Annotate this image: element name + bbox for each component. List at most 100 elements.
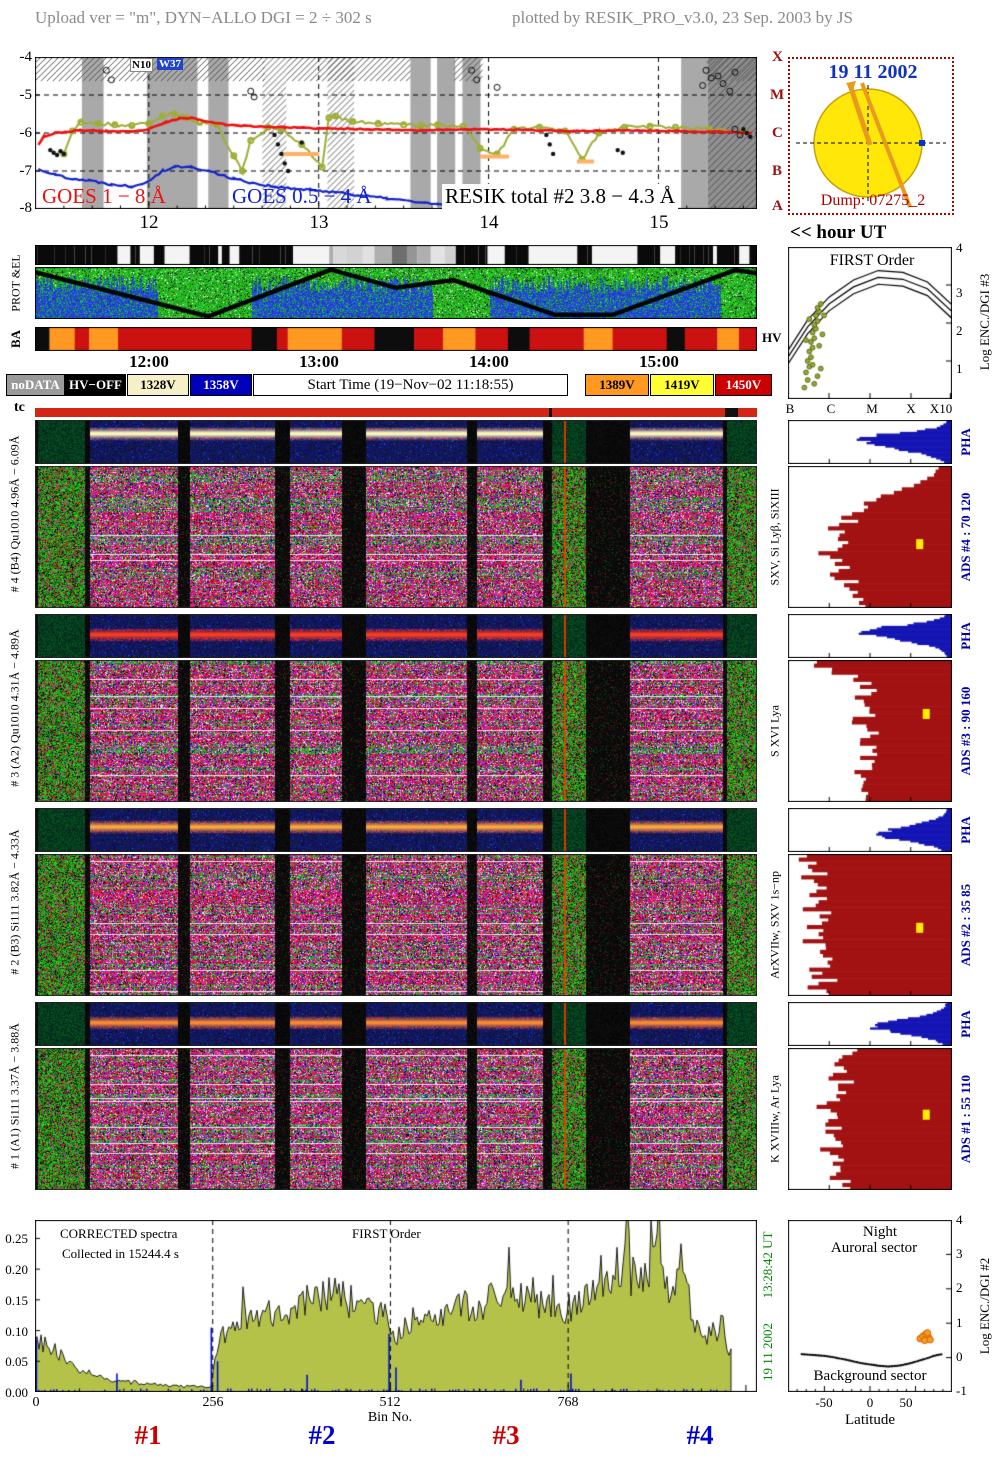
particle-bw-strip: [35, 245, 757, 265]
lat-xtick: 50: [899, 1395, 913, 1410]
pha-right-label-ch2: PHA: [958, 816, 973, 844]
flare-location-tag-w: W37: [157, 58, 183, 70]
legend-1419v: 1419V: [650, 374, 714, 396]
pha-histogram-ch3: [788, 614, 952, 658]
lat-xtick: -50: [815, 1395, 833, 1410]
channel1-label: # 1 (A1) Si111 3.37Å − 3.88Å: [7, 1023, 22, 1169]
lat-xtick: 0: [866, 1395, 874, 1410]
lat-ytick: 0: [956, 1349, 963, 1364]
sun-date: 19 11 2002: [828, 61, 918, 83]
flare-location-tag: N10: [130, 58, 153, 72]
night-label: Night: [862, 1224, 898, 1240]
fo-ytick: 2: [956, 323, 963, 338]
spectrogram-ch3-main: [35, 660, 757, 802]
legend-1389v: 1389V: [585, 374, 649, 396]
corr-ytick: 0.05: [5, 1354, 28, 1369]
corr-xtick: 512: [379, 1395, 401, 1410]
pha-right-label-ch3: PHA: [958, 622, 973, 650]
spectrogram-ch2-main: [35, 854, 757, 996]
fo-ytick: 1: [956, 361, 963, 376]
first-order-title: FIRST Order: [829, 252, 915, 269]
goes-xtick: 14: [479, 212, 499, 233]
channel3-label: # 3 (A2) Qu1010 4.31Å − 4.89Å: [7, 629, 22, 787]
background-label: Background sector: [813, 1368, 927, 1384]
spectrogram-ch1-main: [35, 1048, 757, 1190]
sun-disk-graphic: [796, 81, 946, 208]
hour-ut-label: << hour UT: [790, 222, 887, 243]
pha-right-label-ch1: PHA: [958, 1010, 973, 1038]
resik-total-label: RESIK total #2 3.8 − 4.3 Å: [442, 184, 679, 209]
goes-ytick: -6: [19, 125, 33, 141]
side-time-label: 13:28:42 UT: [760, 1231, 775, 1299]
corr-ytick: 0.25: [5, 1231, 28, 1246]
corr-ytick: 0.15: [5, 1293, 28, 1308]
time-tick: 13:00: [299, 352, 339, 371]
first-order-plot: [788, 247, 952, 399]
segment-tag-4: #4: [686, 1420, 714, 1450]
start-time-box: Start Time (19−Nov−02 11:18:55): [253, 374, 568, 396]
ion-label-ch4: SXV, Si Lyβ, SiXIII: [767, 488, 782, 586]
channel2-label: # 2 (B3) Si111 3.82Å − 4.33Å: [7, 829, 22, 975]
goes-xtick: 12: [139, 212, 159, 233]
spectrogram-ch2-strip: [35, 808, 757, 852]
spectrogram-ch3-strip: [35, 614, 757, 658]
ion-label-ch3: S XVI Lya: [767, 705, 782, 757]
goes-short-label: GOES 0.5 − 4 Å: [232, 184, 372, 208]
channel4-label: # 4 (B4) Qu1010 4.96Å − 6.09Å: [7, 435, 22, 593]
pha-histogram-ch1: [788, 1002, 952, 1046]
hv-axis-label: HV: [762, 330, 782, 345]
time-tick: 15:00: [639, 352, 679, 371]
corr-xtick: 768: [557, 1395, 579, 1410]
pha-histogram-ch4: [788, 420, 952, 464]
segment-tag-3: #3: [492, 1420, 520, 1450]
fo-ytick: 4: [956, 240, 963, 255]
prot-el-panel: [35, 267, 757, 319]
tc-strip: [35, 408, 757, 417]
fo-xlabel-x10: X10: [929, 401, 953, 416]
goes-ytick: -4: [19, 49, 33, 65]
spectrogram-ch1-strip: [35, 1002, 757, 1046]
ads-right-label-ch1: ADS #1 : 55 110: [958, 1074, 973, 1164]
ion-label-ch2: ArXVIIw, SXV 1s−np: [767, 870, 782, 980]
tc-tick: [549, 408, 552, 417]
ba-state-strip: [35, 327, 757, 351]
flux-class-b: B: [772, 163, 783, 179]
flux-class-m: M: [770, 87, 785, 103]
bin-no-label: Bin No.: [367, 1410, 413, 1425]
legend-1450v: 1450V: [715, 374, 772, 396]
goes-long-label: GOES 1 − 8 Å: [42, 184, 166, 208]
lat-ytick: 4: [956, 1212, 963, 1227]
legend-1358v: 1358V: [190, 374, 252, 396]
header-upload-info: Upload ver = "m", DYN−ALLO DGI = 2 ÷ 302…: [35, 8, 372, 27]
goes-ytick: -7: [19, 163, 33, 179]
dump-label: Dump: 07275_2: [820, 192, 926, 209]
latitude-label: Latitude: [845, 1412, 895, 1428]
ba-axis-label: BA: [8, 329, 23, 349]
fo-ytick: 3: [956, 285, 963, 300]
fo-xlabel-c: C: [826, 401, 836, 416]
corr-ytick: 0.00: [5, 1385, 28, 1400]
ads-histogram-ch1: [788, 1048, 952, 1190]
flux-class-c: C: [772, 125, 783, 141]
segment-tag-2: #2: [308, 1420, 336, 1450]
pha-right-label-ch4: PHA: [958, 428, 973, 456]
fo-xlabel-b: B: [785, 401, 795, 416]
spectrogram-ch4-main: [35, 466, 757, 608]
solar-disk-panel: 19 11 2002 Dump: 07275_2: [788, 57, 954, 215]
ads-histogram-ch4: [788, 466, 952, 608]
lat-ytick: 3: [956, 1246, 963, 1261]
side-date-label: 19 11 2002: [760, 1322, 775, 1382]
time-tick: 12:00: [129, 352, 169, 371]
ads-histogram-ch3: [788, 660, 952, 802]
pha-histogram-ch2: [788, 808, 952, 852]
segment-tag-1: #1: [134, 1420, 162, 1450]
legend-1328v: 1328V: [127, 374, 189, 396]
ion-label-ch1: K XVIIIw, Ar Lya: [767, 1075, 782, 1163]
lat-ytick: 1: [956, 1315, 963, 1330]
ads-right-label-ch3: ADS #3 : 90 160: [958, 686, 973, 776]
lat-ytick: 2: [956, 1280, 963, 1295]
lat-right-label: Log ENC./DGI #2: [977, 1257, 992, 1355]
goes-flux-plot: [35, 57, 757, 209]
corr-xtick: 0: [32, 1395, 40, 1410]
